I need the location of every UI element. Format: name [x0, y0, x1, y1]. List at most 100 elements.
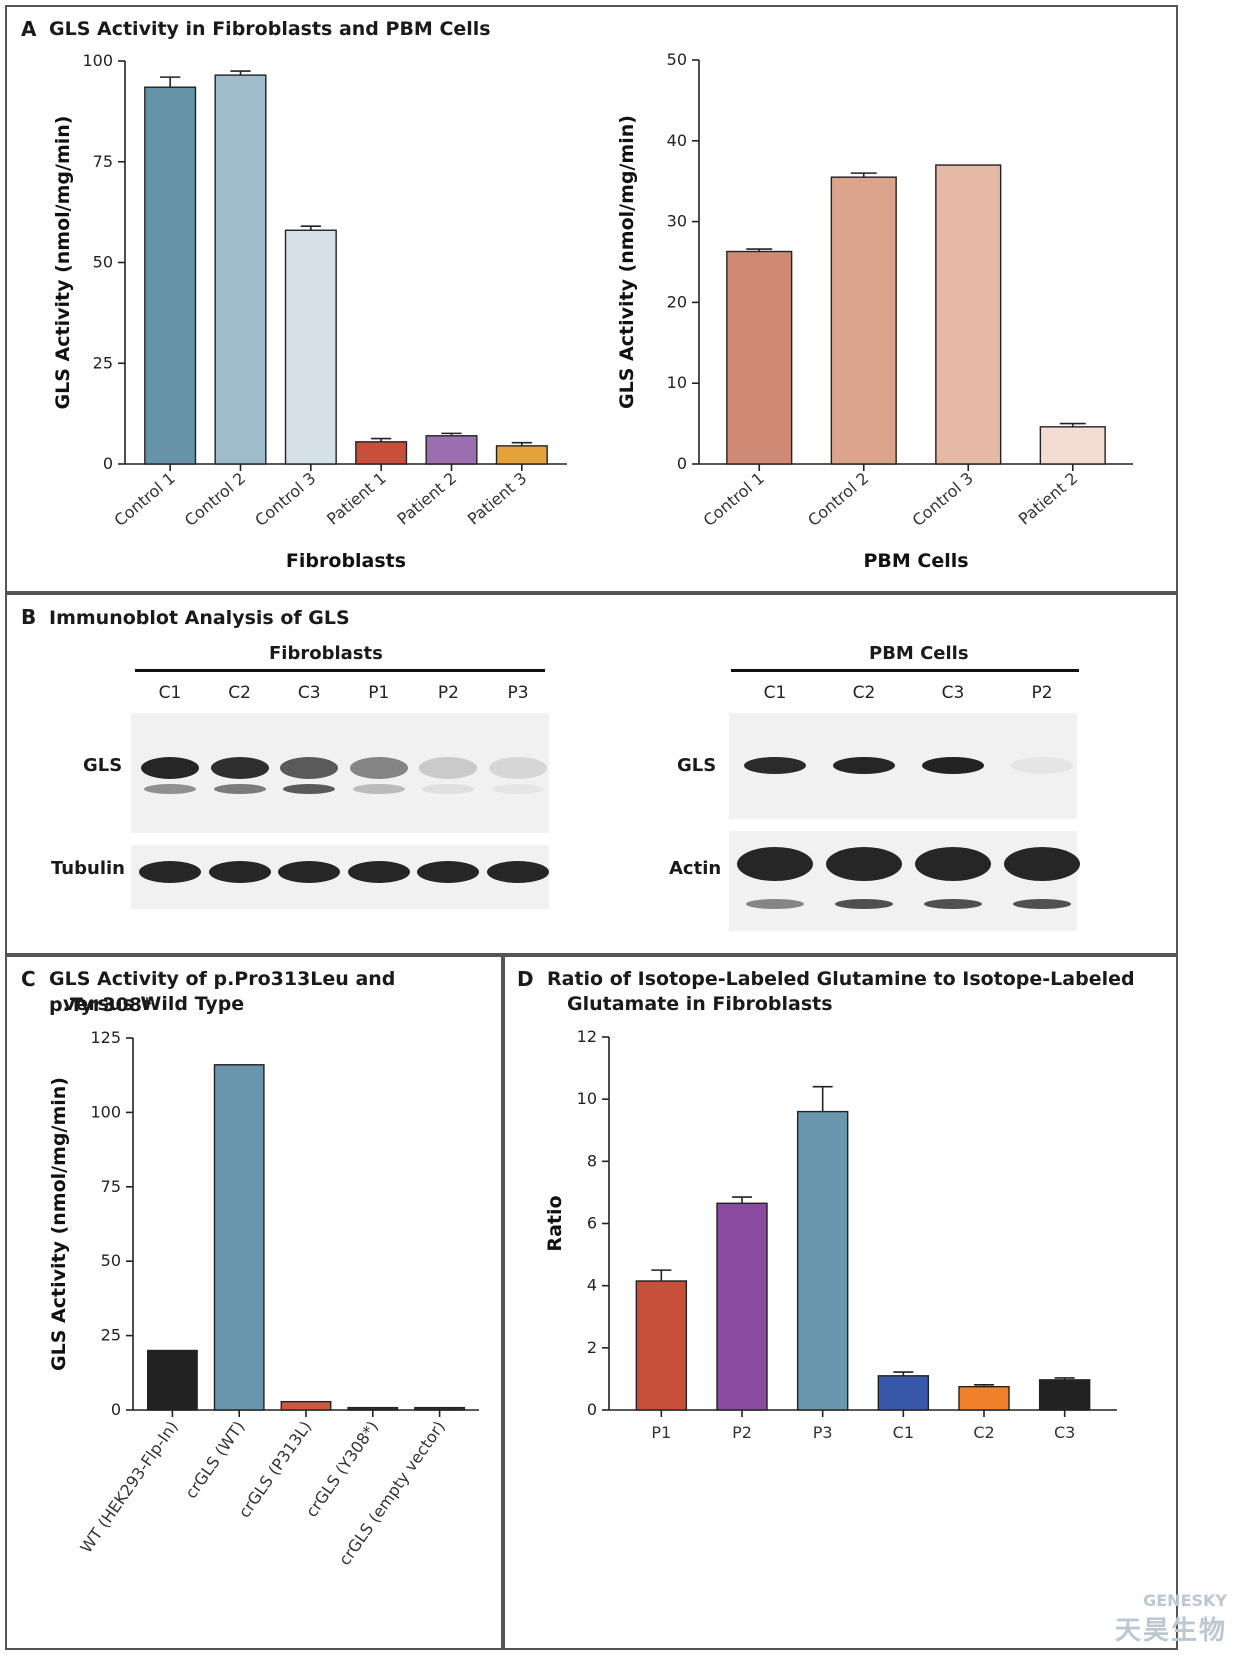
actin-band: [1004, 847, 1080, 881]
pbm-x-tick-label: Control 3: [909, 469, 977, 531]
construct-x-tick-label: WT (HEK293-Flp-In): [76, 1417, 181, 1556]
construct-bar: [213, 1064, 265, 1411]
ratio-y-tick-label: 8: [587, 1151, 597, 1170]
pbm-bar: [830, 176, 897, 465]
panel-c-letter: C: [21, 967, 36, 991]
gls-band: [419, 757, 478, 779]
fibro-y-tick-label: 0: [103, 454, 113, 473]
fibro-y-tick-label: 25: [93, 353, 113, 372]
ratio-x-tick-label: C1: [893, 1423, 914, 1442]
gls-pbm-band: [744, 757, 806, 774]
fibro-bar: [425, 435, 478, 465]
pbm-lane-label: C1: [763, 683, 787, 703]
ratio-bar: [796, 1110, 849, 1411]
actin-band: [915, 847, 991, 881]
fibro-y-tick-label: 50: [93, 253, 113, 272]
tubulin-band: [417, 861, 480, 883]
construct-y-tick-label: 0: [111, 1400, 121, 1419]
panel-b: B Immunoblot Analysis of GLS Fibroblasts…: [5, 593, 1178, 955]
panel-b-letter: B: [21, 605, 37, 629]
ratio-bar: [635, 1280, 688, 1411]
chart-construct-activity: 0 25 50 75 100 125 GLS Activity (nmol/mg/min) W…: [48, 1028, 479, 1569]
pbm-y-axis-label: GLS Activity (nmol/mg/min): [616, 115, 638, 409]
pbm-y-tick-label: 40: [667, 131, 687, 150]
fibroblast-lane-label: C2: [228, 683, 251, 703]
panel-c: C GLS Activity of p.Pro313Leu and p.Tyr3…: [5, 955, 503, 1650]
pbm-bar: [935, 164, 1002, 465]
construct-y-tick-label: 25: [101, 1326, 121, 1345]
gls-pbm-band: [922, 757, 984, 774]
gls-lower-band: [352, 784, 405, 794]
actin-band: [826, 847, 902, 881]
pbm-x-tick-label: Patient 2: [1015, 469, 1082, 529]
pbm-x-axis-label: PBM Cells: [863, 550, 968, 572]
fibroblast-lane-label: P2: [437, 683, 459, 703]
fibroblast-gls-blot: [131, 713, 549, 833]
tubulin-band: [347, 861, 410, 883]
pbm-y-tick-label: 50: [667, 50, 687, 69]
panel-b-title: Immunoblot Analysis of GLS: [49, 607, 350, 629]
ratio-x-tick-label: P2: [732, 1423, 752, 1442]
actin-lower-band: [746, 899, 804, 909]
ratio-axes: 0 2 4 6 8 10 12 Ratio: [544, 1027, 1117, 1419]
tubulin-band: [487, 861, 549, 883]
panel-d-title-line2: Glutamate in Fibroblasts: [567, 993, 833, 1015]
panel-a: A GLS Activity in Fibroblasts and PBM Ce…: [5, 5, 1178, 593]
construct-bar: [280, 1400, 332, 1411]
panel-d: D Ratio of Isotope-Labeled Glutamine to …: [503, 955, 1178, 1650]
panel-c-title-line2: versus Wild Type: [63, 993, 245, 1015]
ratio-bar: [877, 1375, 930, 1411]
gls-lower-band: [422, 784, 475, 794]
pbm-bar: [726, 250, 793, 465]
ratio-bar: [1038, 1379, 1091, 1411]
construct-x-tick-label: crGLS (P313L): [235, 1417, 316, 1521]
ratio-bar: [716, 1202, 768, 1411]
gls-lower-band: [492, 784, 544, 794]
ratio-bar: [958, 1385, 1010, 1411]
pbm-blot-header: PBM Cells: [869, 643, 969, 664]
ratio-y-axis-label: Ratio: [544, 1195, 566, 1251]
ratio-x-tick-label: P1: [651, 1423, 671, 1442]
ratio-y-tick-label: 2: [587, 1338, 597, 1357]
fibroblast-tubulin-blot: [131, 845, 549, 909]
fibroblast-lane-label: P1: [368, 683, 390, 703]
gls-band: [141, 757, 199, 779]
gls-band: [280, 757, 339, 779]
chart-pbm-activity: 0 10 20 30 40 50 GLS Activity (nmol/mg/min) Con…: [616, 50, 1133, 572]
pbm-y-tick-label: 0: [677, 454, 687, 473]
pbm-x-tick-label: Control 1: [700, 469, 768, 531]
fibro-bar: [144, 86, 197, 465]
pbm-bar: [1039, 426, 1106, 465]
construct-y-axis-label: GLS Activity (nmol/mg/min): [48, 1077, 70, 1371]
pbm-x-tick-label: Control 2: [804, 469, 872, 531]
pbm-y-tick-label: 20: [667, 292, 687, 311]
gls-band: [489, 757, 547, 779]
pbm-header-line: [731, 669, 1079, 672]
actin-lower-band: [835, 899, 893, 909]
fibroblast-lane-label: C1: [158, 683, 182, 703]
actin-lower-band: [924, 899, 982, 909]
fibroblast-blot-header: Fibroblasts: [269, 643, 383, 664]
fibro-y-axis-label: GLS Activity (nmol/mg/min): [52, 116, 74, 410]
ratio-x-tick-label: C2: [973, 1423, 994, 1442]
fibroblast-lane-label: P3: [507, 683, 529, 703]
pbm-lane-label: P2: [1031, 683, 1053, 703]
ratio-x-tick-label: C3: [1054, 1423, 1075, 1442]
watermark: GENESKY 天昊生物: [1115, 1591, 1227, 1647]
gls-lower-band: [283, 784, 336, 794]
tubulin-band: [208, 861, 271, 883]
gls-pbm-row-label: GLS: [677, 755, 717, 776]
panel-a-title: GLS Activity in Fibroblasts and PBM Cell…: [49, 18, 491, 40]
fibroblast-header-line: [135, 669, 545, 672]
chart-isotope-ratio: 0 2 4 6 8 10 12 Ratio P1 P2 P3 C1 C2 C3: [544, 1027, 1117, 1442]
ratio-y-tick-label: 6: [587, 1214, 597, 1233]
fibro-y-tick-label: 75: [93, 152, 113, 171]
pbm-actin-blot: [729, 831, 1077, 931]
fibroblast-lane-label: C3: [297, 683, 321, 703]
actin-lower-band: [1013, 899, 1071, 909]
construct-x-tick-label: crGLS (WT): [181, 1417, 248, 1502]
actin-row-label: Actin: [669, 858, 722, 879]
gls-row-label: GLS: [83, 755, 123, 776]
gls-pbm-band: [833, 757, 895, 774]
